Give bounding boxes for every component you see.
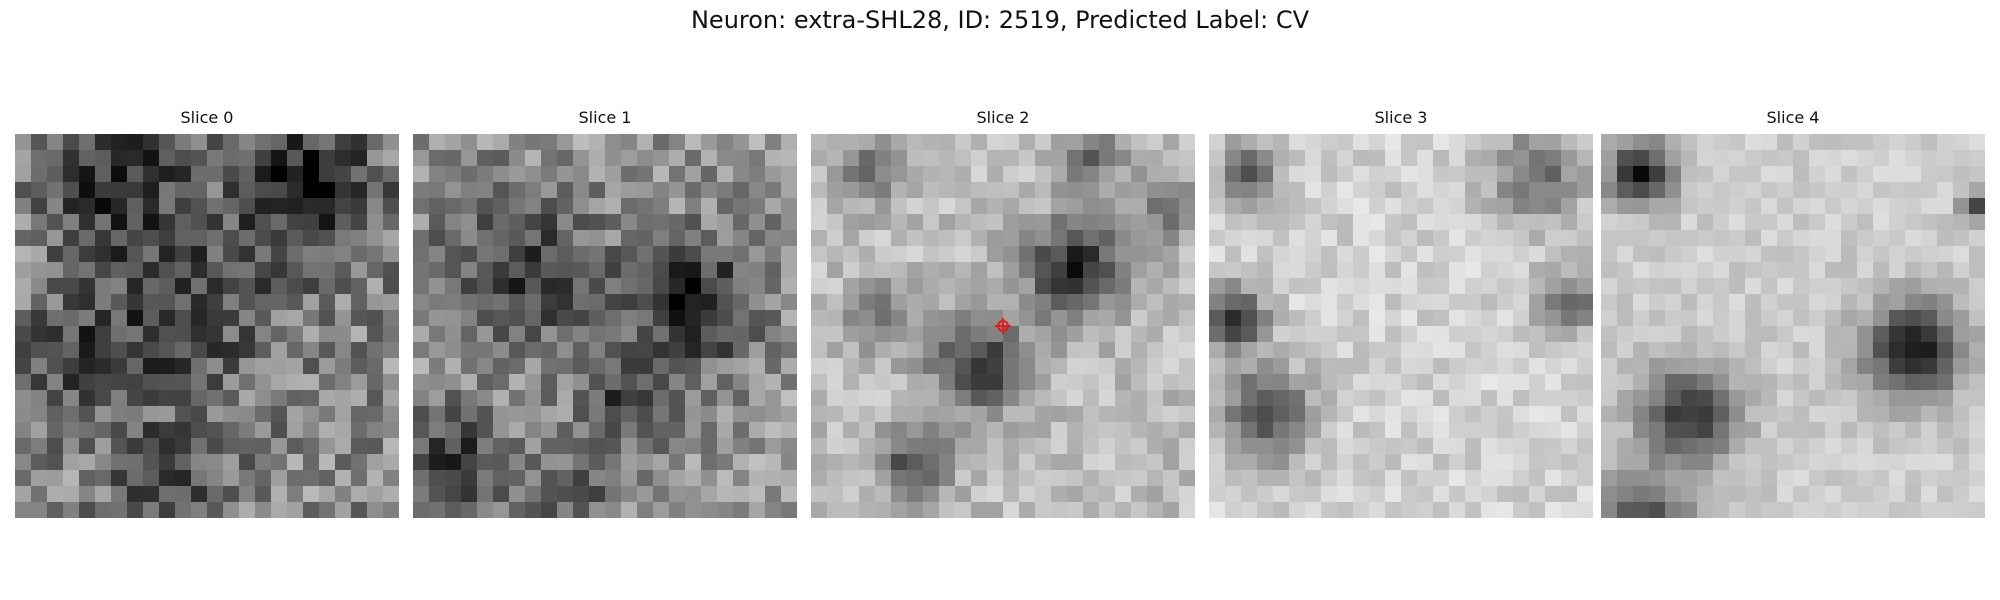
slice-canvas-1 <box>413 134 797 518</box>
slice-panel-4: Slice 4 <box>1601 108 1985 520</box>
slice-canvas-4 <box>1601 134 1985 518</box>
slice-panel-2: Slice 2 <box>811 108 1195 520</box>
neuron-center-marker <box>995 318 1011 334</box>
slice-image-3 <box>1209 134 1593 518</box>
slice-title-1: Slice 1 <box>578 108 632 127</box>
slice-image-4 <box>1601 134 1985 518</box>
slice-canvas-0 <box>15 134 399 518</box>
slice-image-1 <box>413 134 797 518</box>
slice-image-2 <box>811 134 1195 518</box>
slice-panel-0: Slice 0 <box>15 108 399 520</box>
slice-image-0 <box>15 134 399 518</box>
slice-panel-3: Slice 3 <box>1209 108 1593 520</box>
slice-title-4: Slice 4 <box>1766 108 1820 127</box>
slice-title-3: Slice 3 <box>1374 108 1428 127</box>
slice-canvas-3 <box>1209 134 1593 518</box>
slice-title-2: Slice 2 <box>976 108 1030 127</box>
slice-title-0: Slice 0 <box>180 108 234 127</box>
slice-panel-1: Slice 1 <box>413 108 797 520</box>
figure-title: Neuron: extra-SHL28, ID: 2519, Predicted… <box>690 6 1310 34</box>
